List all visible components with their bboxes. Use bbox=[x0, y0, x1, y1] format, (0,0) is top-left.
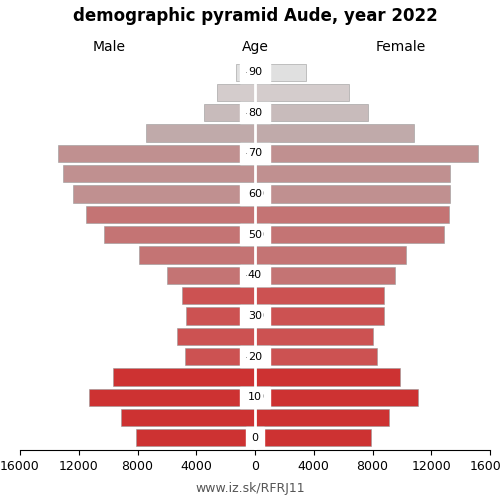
Text: 0: 0 bbox=[252, 433, 258, 443]
Bar bbox=[204, 104, 255, 122]
Text: 30: 30 bbox=[248, 311, 262, 321]
Bar bbox=[236, 64, 255, 81]
Text: Age: Age bbox=[242, 40, 268, 54]
Bar bbox=[255, 287, 384, 304]
Bar bbox=[255, 308, 384, 324]
Bar bbox=[86, 206, 255, 223]
Text: Female: Female bbox=[376, 40, 426, 54]
Bar bbox=[184, 348, 255, 365]
Text: www.iz.sk/RFRJ11: www.iz.sk/RFRJ11 bbox=[195, 482, 305, 495]
Text: -60: -60 bbox=[246, 189, 264, 199]
Text: -90: -90 bbox=[246, 67, 264, 77]
Bar bbox=[112, 368, 255, 386]
Bar bbox=[255, 429, 371, 446]
Bar bbox=[136, 429, 255, 446]
Text: 80: 80 bbox=[248, 108, 262, 118]
Bar bbox=[62, 165, 255, 182]
Bar bbox=[58, 145, 255, 162]
Bar bbox=[73, 186, 255, 202]
Bar bbox=[255, 124, 414, 142]
Text: Male: Male bbox=[93, 40, 126, 54]
Text: -20: -20 bbox=[246, 352, 264, 362]
Bar bbox=[255, 226, 444, 244]
Bar bbox=[167, 266, 255, 284]
Bar bbox=[255, 186, 450, 202]
Bar bbox=[122, 409, 255, 426]
Bar bbox=[255, 409, 388, 426]
Bar bbox=[255, 266, 394, 284]
Bar bbox=[255, 246, 406, 264]
Bar bbox=[255, 348, 377, 365]
Bar bbox=[177, 328, 255, 345]
Text: 0: 0 bbox=[252, 433, 258, 443]
Bar bbox=[255, 145, 478, 162]
Text: -80: -80 bbox=[246, 108, 264, 118]
Text: 70: 70 bbox=[248, 148, 262, 158]
Text: -70: -70 bbox=[246, 148, 264, 158]
Bar bbox=[255, 206, 449, 223]
Bar bbox=[186, 308, 255, 324]
Bar bbox=[255, 84, 349, 101]
Bar bbox=[104, 226, 255, 244]
Text: 10: 10 bbox=[248, 392, 262, 402]
Text: -10: -10 bbox=[246, 392, 264, 402]
Text: -40: -40 bbox=[246, 270, 264, 280]
Bar bbox=[89, 388, 255, 406]
Text: 20: 20 bbox=[248, 352, 262, 362]
Bar bbox=[255, 64, 306, 81]
Bar bbox=[255, 165, 450, 182]
Bar bbox=[255, 328, 372, 345]
Text: 60: 60 bbox=[248, 189, 262, 199]
Bar bbox=[139, 246, 255, 264]
Text: 40: 40 bbox=[248, 270, 262, 280]
Bar bbox=[255, 368, 400, 386]
Bar bbox=[217, 84, 255, 101]
Text: 50: 50 bbox=[248, 230, 262, 239]
Bar bbox=[255, 388, 418, 406]
Bar bbox=[146, 124, 255, 142]
Title: demographic pyramid Aude, year 2022: demographic pyramid Aude, year 2022 bbox=[72, 7, 438, 25]
Text: -50: -50 bbox=[246, 230, 264, 239]
Text: 90: 90 bbox=[248, 67, 262, 77]
Bar bbox=[255, 104, 368, 122]
Text: -30: -30 bbox=[246, 311, 264, 321]
Bar bbox=[182, 287, 255, 304]
